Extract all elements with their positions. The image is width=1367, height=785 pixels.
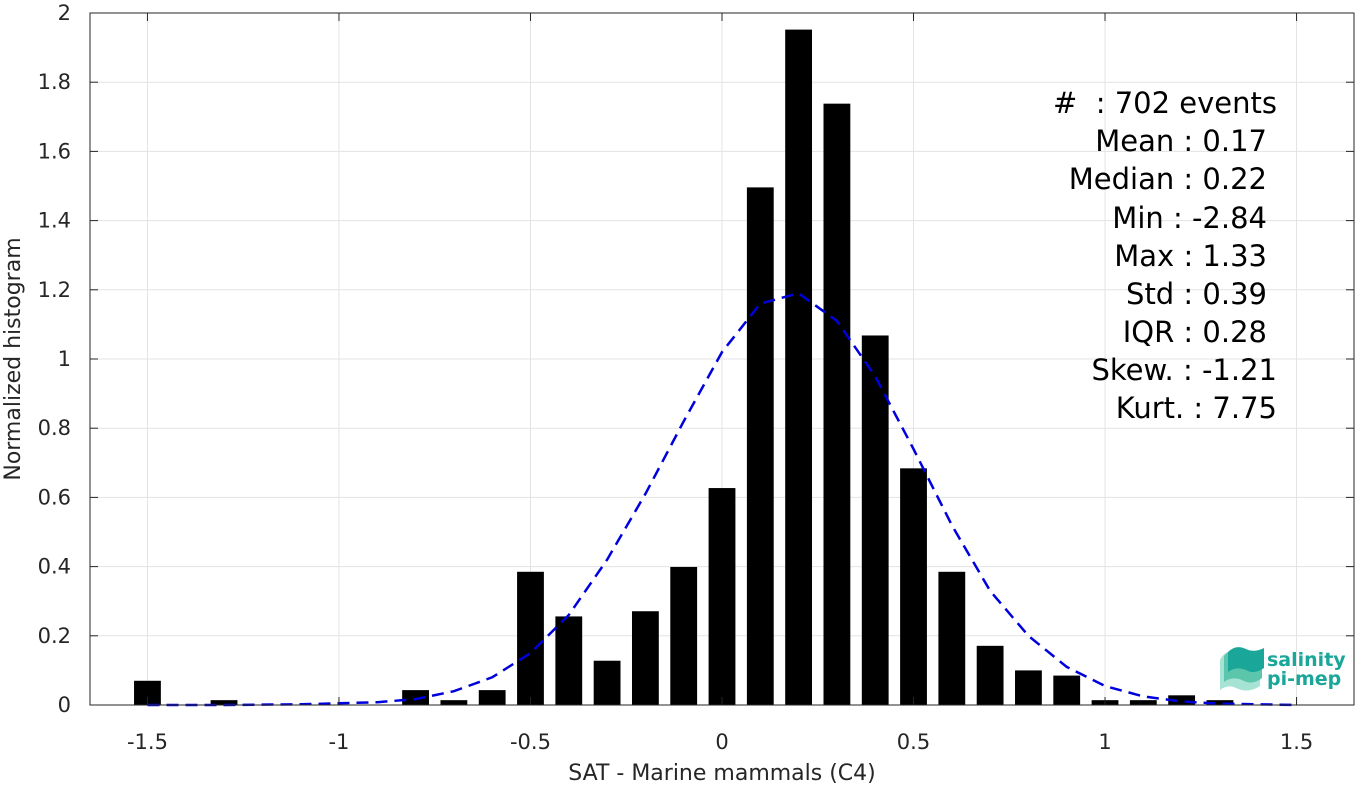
x-tick-label-5: 1 [1098,730,1111,754]
x-tick-label-3: 0 [715,730,728,754]
y-tick-label-2: 0.4 [38,555,71,579]
stats-count: # : 702 events [1053,86,1277,120]
y-tick-label-3: 0.6 [38,485,71,509]
histogram-bar-2 [402,690,429,705]
histogram-bar-5 [517,571,544,705]
stats-std: Std : 0.39 [1126,277,1267,311]
stats-median: Median : 0.22 [1069,162,1267,196]
stats-iqr: IQR : 0.28 [1123,315,1267,349]
wave-logo-icon [1220,647,1264,691]
histogram-bar-18 [1015,670,1042,705]
y-tick-labels: 0 0.2 0.4 0.6 0.8 1 1.2 1.4 1.6 1.8 2 [38,1,71,717]
y-tick-label-0: 0 [58,693,71,717]
histogram-bar-19 [1053,675,1081,705]
y-tick-label-9: 1.8 [38,70,71,94]
stats-box: # : 702 events Mean : 0.17 Median : 0.22… [1053,86,1277,425]
histogram-bar-23 [1206,700,1234,705]
y-tick-label-6: 1.2 [38,278,71,302]
y-tick-label-4: 0.8 [38,416,71,440]
stats-skew: Skew. : -1.21 [1091,353,1277,387]
histogram-bar-9 [670,566,698,705]
axis-ticks [90,12,1354,706]
x-tick-label-6: 1.5 [1280,730,1313,754]
y-tick-label-5: 1 [58,347,71,371]
stats-mean: Mean : 0.17 [1095,124,1267,158]
x-tick-label-1: -1 [328,730,349,754]
y-tick-label-10: 2 [58,1,71,25]
histogram-bar-4 [478,690,506,705]
histogram-bar-7 [593,660,621,705]
histogram-bar-21 [1129,700,1157,705]
x-tick-label-0: -1.5 [127,730,168,754]
x-axis-label: SAT - Marine mammals (C4) [568,761,876,785]
histogram-bar-16 [938,571,966,705]
y-tick-label-1: 0.2 [38,624,71,648]
x-tick-label-4: 0.5 [897,730,930,754]
histogram-bar-10 [708,488,736,705]
histogram-bar-6 [555,616,583,705]
y-tick-label-7: 1.4 [38,209,71,233]
histogram-bar-12 [785,29,813,706]
histogram-bar-15 [900,468,927,705]
stats-kurt: Kurt. : 7.75 [1116,391,1277,425]
x-tick-labels: -1.5 -1 -0.5 0 0.5 1 1.5 [127,730,1313,754]
x-tick-label-2: -0.5 [510,730,551,754]
histogram-bar-17 [976,645,1004,705]
histogram-bar-22 [1168,695,1196,705]
histogram-bar-11 [746,187,774,705]
salinity-pi-mep-logo: salinity pi-mep [1220,647,1346,691]
histogram-bar-8 [631,611,659,705]
stats-min: Min : -2.84 [1112,201,1267,235]
logo-line-2: pi-mep [1267,668,1341,690]
y-axis-label: Normalized histogram [1,237,26,480]
histogram-bar-3 [440,700,468,705]
histogram-bar-1 [210,700,238,705]
stats-max: Max : 1.33 [1114,239,1267,273]
histogram-bar-13 [823,103,851,706]
y-tick-label-8: 1.6 [38,139,71,163]
histogram-bar-14 [861,335,889,705]
logo-line-1: salinity [1267,649,1346,671]
